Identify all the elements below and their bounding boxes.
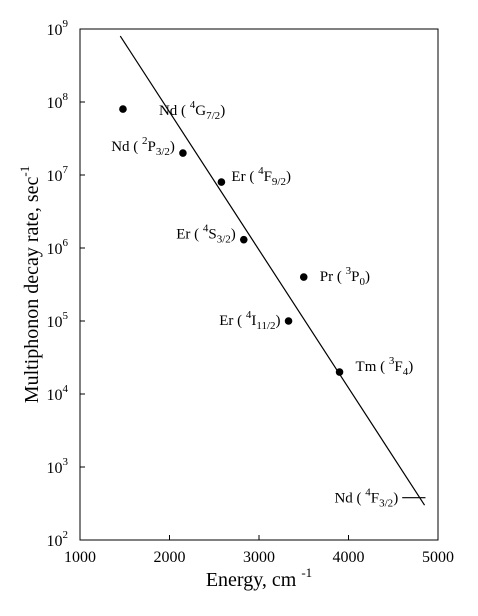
- y-tick-label: 107: [47, 164, 69, 185]
- point-label: Nd ( 2P3/2): [111, 135, 175, 158]
- data-point: [284, 317, 293, 325]
- y-tick-label: 105: [47, 310, 69, 331]
- x-tick-label: 4000: [333, 549, 365, 566]
- plot-frame: [79, 28, 439, 541]
- point-label: Tm ( 3F4): [356, 355, 414, 378]
- x-tick-label: 1000: [64, 549, 96, 566]
- x-tick-label: 3000: [243, 549, 275, 566]
- data-point: [179, 149, 187, 157]
- point-label: Er ( 4I11/2): [219, 309, 280, 332]
- reference-label: Nd ( 4F3/2): [334, 487, 398, 510]
- y-tick-label: 109: [47, 18, 69, 39]
- y-tick-label: 106: [47, 237, 69, 258]
- y-tick-label: 103: [47, 456, 69, 477]
- point-label: Er ( 4S3/2): [176, 223, 236, 246]
- point-label: Pr ( 3P0): [320, 265, 370, 288]
- data-point: [239, 235, 248, 244]
- x-tick-label: 2000: [154, 549, 186, 566]
- x-axis-label: Energy, cm -1: [206, 565, 312, 591]
- y-tick-label: 102: [47, 529, 69, 550]
- point-label: Er ( 4F9/2): [231, 165, 291, 188]
- fit-line: [119, 35, 426, 506]
- y-tick-label: 108: [47, 91, 69, 112]
- data-point: [299, 273, 308, 281]
- data-point: [335, 368, 344, 376]
- x-tick-label: 5000: [422, 549, 454, 566]
- y-tick-label: 104: [47, 383, 69, 404]
- y-axis-label: Multiphonon decay rate, sec-1: [17, 166, 43, 403]
- data-point: [119, 105, 127, 113]
- data-point: [217, 178, 226, 186]
- point-label: Nd ( 4G7/2): [159, 99, 225, 122]
